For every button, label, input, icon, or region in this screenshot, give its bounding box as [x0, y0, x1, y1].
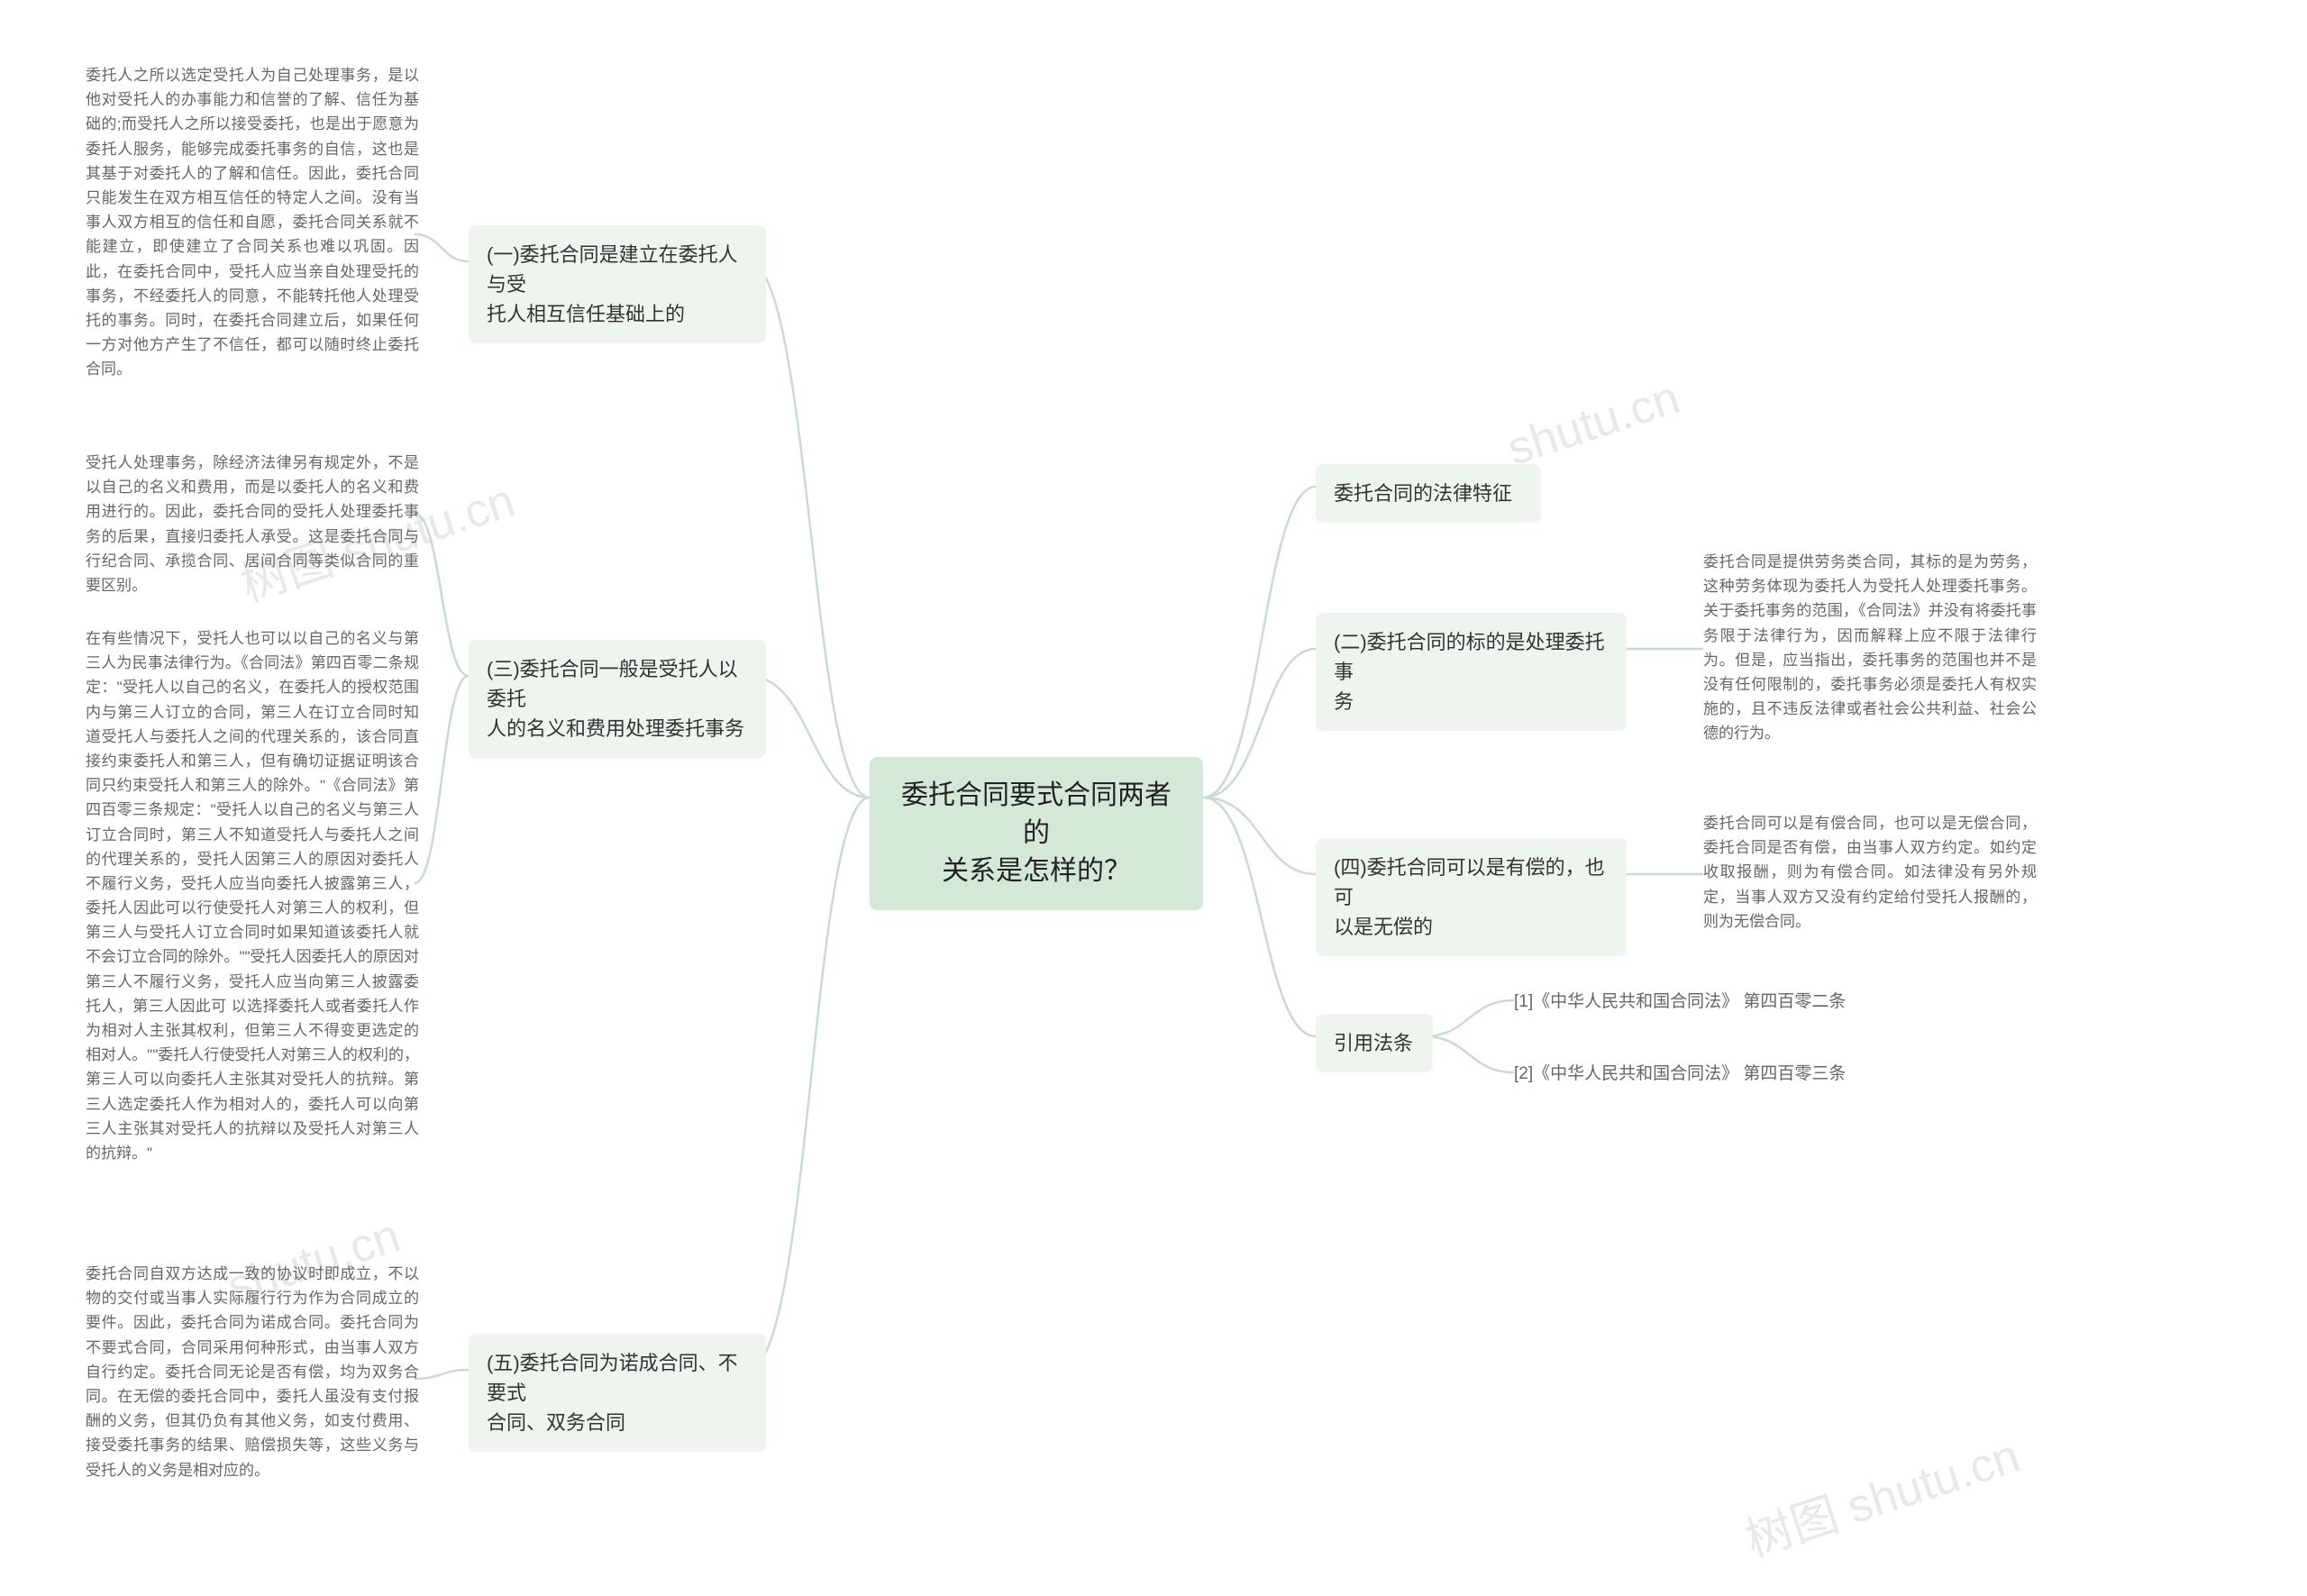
center-line2: 关系是怎样的？ [942, 856, 1131, 886]
leaf-right-2: 委托合同是提供劳务类合同，其标的是为劳务，这种劳务体现为委托人为受托人处理委托事… [1703, 550, 2037, 746]
leaf-right-4: 委托合同可以是有偿合同，也可以是无偿合同，委托合同是否有偿，由当事人双方约定。如… [1703, 811, 2037, 934]
leaf-left-3b: 在有些情况下，受托人也可以以自己的名义与第三人为民事法律行为。《合同法》第四百零… [86, 626, 419, 1165]
watermark: 树图 shutu.cn [1736, 1418, 2027, 1570]
branch-left-1: (一)委托合同是建立在委托人与受 托人相互信任基础上的 [469, 225, 766, 343]
branch-right-1: 委托合同的法律特征 [1316, 464, 1541, 523]
ref-1: [1]《中华人民共和国合同法》 第四百零二条 [1514, 990, 1846, 1016]
branch-right-2: (二)委托合同的标的是处理委托事 务 [1316, 613, 1627, 731]
branch-right-5: 引用法条 [1316, 1014, 1433, 1072]
watermark: shutu.cn [1501, 370, 1686, 477]
leaf-left-3a: 受托人处理事务，除经济法律另有规定外，不是以自己的名义和费用，而是以委托人的名义… [86, 451, 419, 597]
leaf-left-5: 委托合同自双方达成一致的协议时即成立，不以物的交付或当事人实际履行行为作为合同成… [86, 1262, 419, 1482]
branch-left-3: (三)委托合同一般是受托人以委托 人的名义和费用处理委托事务 [469, 640, 766, 758]
center-node: 委托合同要式合同两者的 关系是怎样的？ [870, 757, 1203, 910]
center-line1: 委托合同要式合同两者的 [901, 780, 1172, 848]
branch-left-5: (五)委托合同为诺成合同、不要式 合同、双务合同 [469, 1334, 766, 1452]
ref-2: [2]《中华人民共和国合同法》 第四百零三条 [1514, 1062, 1846, 1088]
branch-right-4: (四)委托合同可以是有偿的，也可 以是无偿的 [1316, 838, 1627, 956]
leaf-left-1: 委托人之所以选定受托人为自己处理事务，是以他对受托人的办事能力和信誉的了解、信任… [86, 63, 419, 381]
